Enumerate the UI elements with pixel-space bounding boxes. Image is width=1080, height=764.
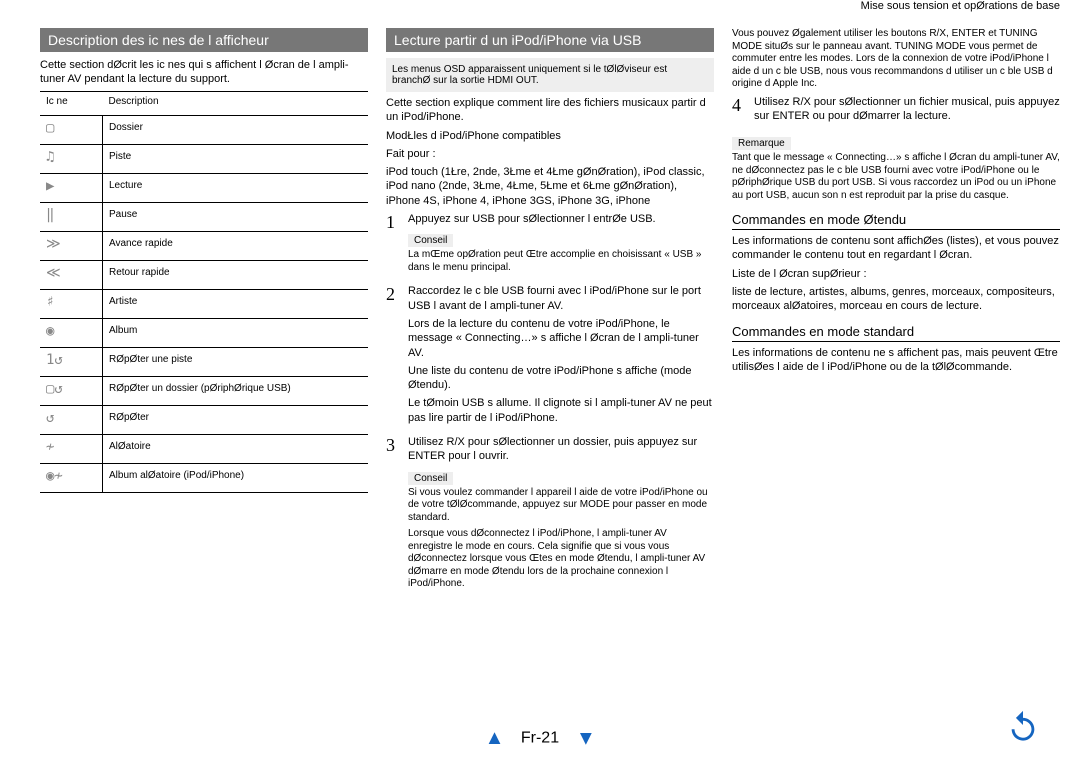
- desc-cell: Lecture: [103, 173, 369, 202]
- tip-label-1: Conseil: [408, 234, 453, 247]
- standard-p: Les informations de contenu ne s affiche…: [732, 346, 1060, 375]
- next-page-icon[interactable]: ▲: [576, 727, 596, 750]
- section-title-lecture: Lecture partir d un iPod/iPhone via USB: [386, 28, 714, 52]
- lecture-intro: Cette section explique comment lire des …: [386, 96, 714, 125]
- icon-cell: ‖: [40, 202, 103, 231]
- desc-cell: RØpØter une piste: [103, 347, 369, 376]
- tip2a: Si vous voulez commander l appareil l ai…: [408, 487, 714, 525]
- step4-text: Utilisez R/X pour sØlectionner un fichie…: [754, 95, 1060, 124]
- step2c: Une liste du contenu de votre iPod/iPhon…: [408, 364, 714, 393]
- column-1: Description des ic nes de l afficheur Ce…: [40, 28, 368, 718]
- desc-cell: Piste: [103, 144, 369, 173]
- column-2: Lecture partir d un iPod/iPhone via USB …: [386, 28, 714, 718]
- step2a: Raccordez le c ble USB fourni avec l iPo…: [408, 284, 714, 313]
- table-row: ♯Artiste: [40, 289, 368, 318]
- table-row: 1↺RØpØter une piste: [40, 347, 368, 376]
- page-columns: Description des ic nes de l afficheur Ce…: [0, 18, 1080, 718]
- extended-p1: Les informations de contenu sont affichØ…: [732, 234, 1060, 263]
- icon-cell: ≪: [40, 260, 103, 289]
- sub-heading-extended: Commandes en mode Øtendu: [732, 212, 1060, 230]
- icons-th-icon: Ic ne: [40, 91, 103, 115]
- icon-cell: ▢↺: [40, 376, 103, 405]
- icons-table: Ic ne Description ▢Dossier♫Piste▶Lecture…: [40, 91, 368, 493]
- desc-cell: Album: [103, 318, 369, 347]
- section-title-icons: Description des ic nes de l afficheur: [40, 28, 368, 52]
- table-row: ≫Avance rapide: [40, 231, 368, 260]
- step-number-1: 1: [386, 212, 408, 278]
- tip1-text: La mŒme opØration peut Œtre accomplie en…: [408, 249, 714, 274]
- icon-cell: 1↺: [40, 347, 103, 376]
- table-row: ▢Dossier: [40, 115, 368, 144]
- desc-cell: RØpØter un dossier (pØriphØrique USB): [103, 376, 369, 405]
- extended-p2: Liste de l Øcran supØrieur :: [732, 267, 1060, 281]
- icon-cell: ♫: [40, 144, 103, 173]
- desc-cell: Pause: [103, 202, 369, 231]
- table-row: ▢↺RØpØter un dossier (pØriphØrique USB): [40, 376, 368, 405]
- models-title: ModŁles d iPod/iPhone compatibles: [386, 129, 714, 143]
- column-3: Vous pouvez Øgalement utiliser les bouto…: [732, 28, 1060, 718]
- desc-cell: Album alØatoire (iPod/iPhone): [103, 463, 369, 492]
- desc-cell: Retour rapide: [103, 260, 369, 289]
- back-icon[interactable]: [1006, 708, 1040, 750]
- breadcrumb: Mise sous tension et opØrations de base: [0, 0, 1080, 12]
- table-row: ≪Retour rapide: [40, 260, 368, 289]
- desc-cell: AlØatoire: [103, 434, 369, 463]
- icon-cell: ◉≁: [40, 463, 103, 492]
- table-row: ≁AlØatoire: [40, 434, 368, 463]
- tip2b: Lorsque vous dØconnectez l iPod/iPhone, …: [408, 528, 714, 591]
- models-made-for: Fait pour :: [386, 147, 714, 161]
- icon-cell: ≁: [40, 434, 103, 463]
- step-number-4: 4: [732, 95, 754, 128]
- step2b: Lors de la lecture du contenu de votre i…: [408, 317, 714, 360]
- icon-cell: ▶: [40, 173, 103, 202]
- tip-label-2: Conseil: [408, 472, 453, 485]
- table-row: ‖Pause: [40, 202, 368, 231]
- desc-cell: RØpØter: [103, 405, 369, 434]
- step1-text: Appuyez sur USB pour sØlectionner l entr…: [408, 212, 714, 226]
- table-row: ◉≁Album alØatoire (iPod/iPhone): [40, 463, 368, 492]
- prev-page-icon[interactable]: ▲: [485, 727, 505, 749]
- icon-cell: ↺: [40, 405, 103, 434]
- icon-cell: ≫: [40, 231, 103, 260]
- table-row: ↺RØpØter: [40, 405, 368, 434]
- icon-cell: ◉: [40, 318, 103, 347]
- desc-cell: Avance rapide: [103, 231, 369, 260]
- desc-cell: Artiste: [103, 289, 369, 318]
- models-list: iPod touch (1Łre, 2nde, 3Łme et 4Łme gØn…: [386, 165, 714, 208]
- osd-note: Les menus OSD apparaissent uniquement si…: [386, 58, 714, 92]
- table-row: ◉Album: [40, 318, 368, 347]
- step2d: Le tØmoin USB s allume. Il clignote si l…: [408, 396, 714, 425]
- icon-cell: ♯: [40, 289, 103, 318]
- page-number: Fr-21: [521, 730, 559, 747]
- step3-text: Utilisez R/X pour sØlectionner un dossie…: [408, 435, 714, 464]
- desc-cell: Dossier: [103, 115, 369, 144]
- icon-cell: ▢: [40, 115, 103, 144]
- section-intro: Cette section dØcrit les ic nes qui s af…: [40, 58, 368, 87]
- col3-intro: Vous pouvez Øgalement utiliser les bouto…: [732, 28, 1060, 91]
- table-row: ♫Piste: [40, 144, 368, 173]
- step-number-2: 2: [386, 284, 408, 429]
- remark-label: Remarque: [732, 137, 791, 150]
- steps-list-col3: 4 Utilisez R/X pour sØlectionner un fich…: [732, 95, 1060, 128]
- step-number-3: 3: [386, 435, 408, 595]
- extended-p3: liste de lecture, artistes, albums, genr…: [732, 285, 1060, 314]
- sub-heading-standard: Commandes en mode standard: [732, 324, 1060, 342]
- page-footer: ▲ Fr-21 ▲: [0, 727, 1080, 750]
- remark-text: Tant que le message « Connecting…» s aff…: [732, 152, 1060, 202]
- icons-th-desc: Description: [103, 91, 369, 115]
- table-row: ▶Lecture: [40, 173, 368, 202]
- steps-list: 1 Appuyez sur USB pour sØlectionner l en…: [386, 212, 714, 595]
